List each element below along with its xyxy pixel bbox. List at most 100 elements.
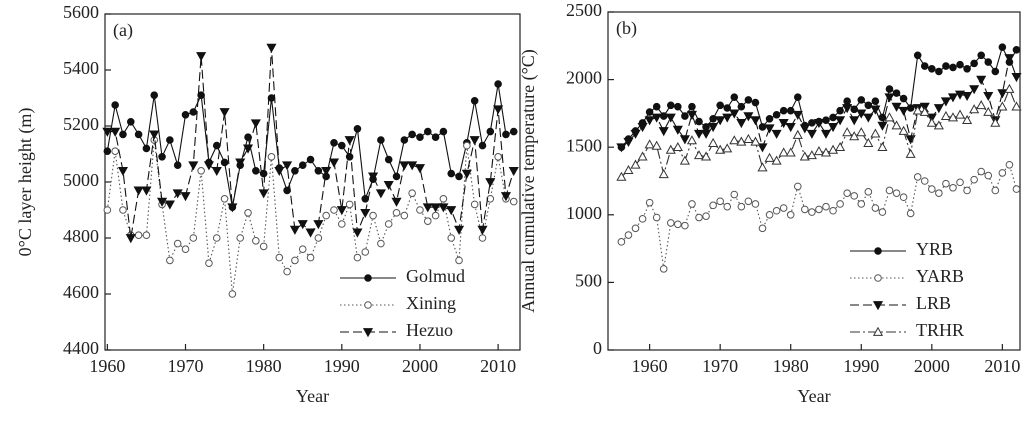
marker xyxy=(891,102,902,112)
marker xyxy=(872,301,884,311)
marker xyxy=(765,115,774,123)
marker xyxy=(173,161,182,169)
marker xyxy=(141,186,152,196)
marker xyxy=(827,123,839,133)
marker xyxy=(709,115,717,123)
marker xyxy=(779,204,788,212)
marker xyxy=(736,119,747,129)
marker xyxy=(630,159,641,169)
marker xyxy=(353,253,362,262)
marker xyxy=(935,67,943,76)
marker xyxy=(976,75,987,85)
marker xyxy=(758,123,767,131)
marker xyxy=(220,158,229,167)
marker xyxy=(912,105,923,115)
marker xyxy=(877,121,888,131)
marker xyxy=(998,169,1007,177)
marker xyxy=(947,93,959,103)
marker xyxy=(158,153,166,161)
legend-label: Xining xyxy=(406,293,456,313)
marker xyxy=(453,225,465,235)
marker xyxy=(235,158,246,168)
marker xyxy=(835,141,846,152)
y-tick-label: 5200 xyxy=(63,114,99,134)
marker xyxy=(822,202,830,211)
marker xyxy=(778,119,789,129)
marker xyxy=(991,67,1000,76)
marker xyxy=(166,256,174,265)
marker xyxy=(258,189,269,199)
marker xyxy=(686,110,698,120)
marker xyxy=(259,169,268,178)
marker xyxy=(117,166,129,177)
legend-label: LRB xyxy=(916,293,951,313)
marker xyxy=(963,64,971,73)
marker xyxy=(898,106,909,116)
marker xyxy=(259,242,268,251)
marker xyxy=(998,43,1007,51)
marker xyxy=(500,192,511,202)
marker xyxy=(328,158,340,168)
marker xyxy=(744,197,753,206)
marker xyxy=(422,203,433,213)
marker xyxy=(947,112,959,122)
marker xyxy=(211,166,222,177)
marker xyxy=(289,225,300,235)
marker xyxy=(344,136,355,146)
marker xyxy=(906,104,915,112)
marker xyxy=(616,143,627,153)
y-tick-label: 5600 xyxy=(63,2,99,22)
marker xyxy=(779,106,788,115)
marker xyxy=(729,135,740,145)
marker xyxy=(360,208,371,219)
marker xyxy=(142,231,151,239)
marker xyxy=(772,110,781,119)
marker xyxy=(617,238,626,246)
marker xyxy=(157,197,168,207)
marker xyxy=(658,169,669,179)
marker xyxy=(306,155,315,164)
marker xyxy=(470,97,479,105)
marker xyxy=(659,112,668,120)
marker xyxy=(997,101,1008,111)
marker xyxy=(822,116,830,124)
x-axis-label: Year xyxy=(797,386,830,406)
x-axis-label: Year xyxy=(296,386,329,406)
marker xyxy=(447,169,456,178)
marker xyxy=(166,136,174,144)
marker xyxy=(772,206,781,215)
marker xyxy=(455,256,463,265)
marker xyxy=(836,200,844,208)
marker xyxy=(820,147,832,157)
series-line xyxy=(106,83,514,208)
marker xyxy=(785,147,796,157)
marker xyxy=(801,205,809,214)
legend-label: YARB xyxy=(916,266,964,286)
marker xyxy=(377,239,385,248)
marker xyxy=(926,117,937,127)
marker xyxy=(486,127,495,136)
marker xyxy=(963,186,971,195)
x-tick-label: 2000 xyxy=(914,356,950,376)
marker xyxy=(920,62,929,70)
marker xyxy=(616,171,627,181)
marker xyxy=(874,274,882,282)
marker xyxy=(864,101,873,110)
marker xyxy=(478,234,487,242)
y-tick-label: 4600 xyxy=(63,282,99,302)
marker xyxy=(870,128,881,138)
y-tick-label: 500 xyxy=(575,271,602,291)
marker xyxy=(693,150,705,160)
marker xyxy=(631,224,640,233)
marker xyxy=(716,101,724,110)
x-tick-label: 2000 xyxy=(402,356,438,376)
marker xyxy=(970,59,978,68)
marker xyxy=(164,200,175,210)
marker xyxy=(416,206,424,214)
marker xyxy=(236,234,245,242)
marker xyxy=(430,203,441,213)
marker xyxy=(892,189,901,197)
y-tick-label: 4400 xyxy=(63,338,99,358)
marker xyxy=(771,129,782,139)
y-tick-label: 1000 xyxy=(566,203,602,223)
